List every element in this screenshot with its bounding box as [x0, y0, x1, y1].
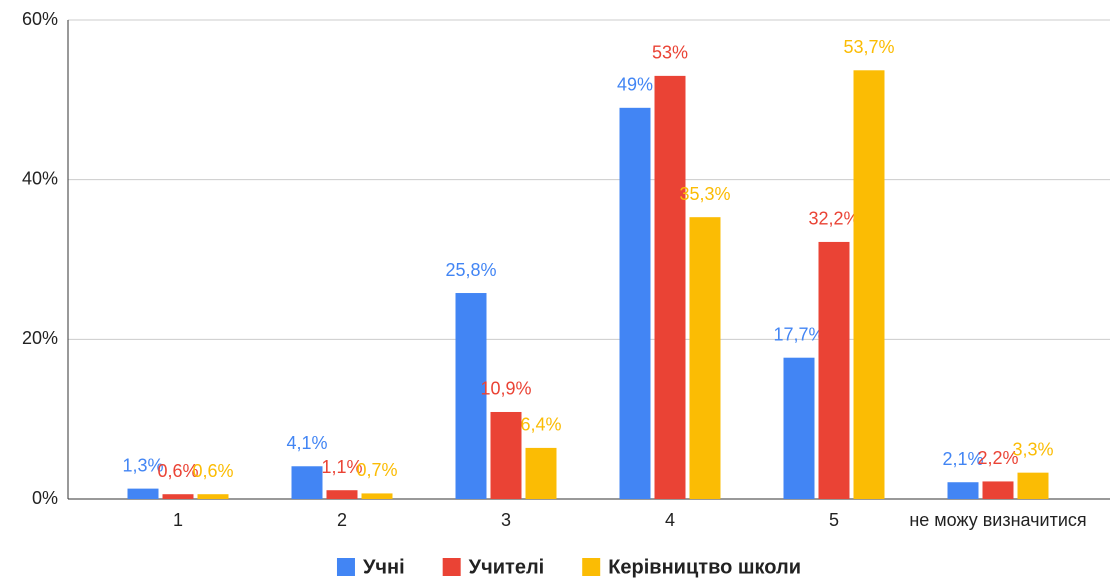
bar — [654, 75, 686, 499]
value-label: 4,1% — [286, 433, 327, 453]
bar — [162, 494, 194, 499]
legend-swatch — [582, 558, 601, 576]
value-label: 1,3% — [122, 455, 163, 475]
bar — [947, 482, 979, 499]
legend-label: Учні — [363, 556, 405, 578]
value-label: 53% — [652, 43, 688, 63]
value-label: 35,3% — [679, 184, 730, 204]
value-label: 0,6% — [157, 461, 198, 481]
value-label: 6,4% — [520, 415, 561, 435]
value-label: 1,1% — [321, 457, 362, 477]
value-label: 2,2% — [977, 448, 1018, 468]
value-label: 3,3% — [1012, 439, 1053, 459]
x-tick-label: не можу визначитися — [909, 510, 1086, 530]
bar — [982, 481, 1014, 499]
value-label: 10,9% — [480, 379, 531, 399]
value-label: 17,7% — [773, 324, 824, 344]
x-tick-label: 3 — [501, 510, 511, 530]
legend-swatch — [442, 558, 461, 576]
value-label: 2,1% — [942, 449, 983, 469]
value-label: 0,6% — [192, 461, 233, 481]
bar — [525, 447, 557, 499]
y-tick-label: 20% — [22, 328, 58, 348]
x-tick-label: 1 — [173, 510, 183, 530]
bar — [853, 70, 885, 500]
value-label: 0,7% — [356, 460, 397, 480]
y-tick-label: 40% — [22, 168, 58, 188]
bar — [326, 490, 358, 499]
bar — [818, 241, 850, 500]
bar — [783, 357, 815, 499]
y-tick-label: 0% — [32, 488, 58, 508]
bar — [619, 107, 651, 500]
bar — [455, 293, 487, 499]
bar — [689, 217, 721, 499]
value-label: 53,7% — [843, 37, 894, 57]
y-tick-label: 60% — [22, 9, 58, 29]
bar — [361, 493, 393, 499]
bar — [1017, 472, 1049, 499]
legend-label: Учителі — [469, 556, 545, 578]
x-tick-label: 5 — [829, 510, 839, 530]
value-label: 32,2% — [808, 209, 859, 229]
x-tick-label: 2 — [337, 510, 347, 530]
value-label: 49% — [617, 75, 653, 95]
bar — [197, 494, 229, 499]
bar — [127, 488, 159, 499]
legend-swatch — [336, 558, 355, 576]
bar — [291, 466, 323, 499]
bar — [490, 411, 522, 499]
legend-label: Керівництво школи — [608, 556, 801, 578]
value-label: 25,8% — [445, 260, 496, 280]
x-tick-label: 4 — [665, 510, 675, 530]
